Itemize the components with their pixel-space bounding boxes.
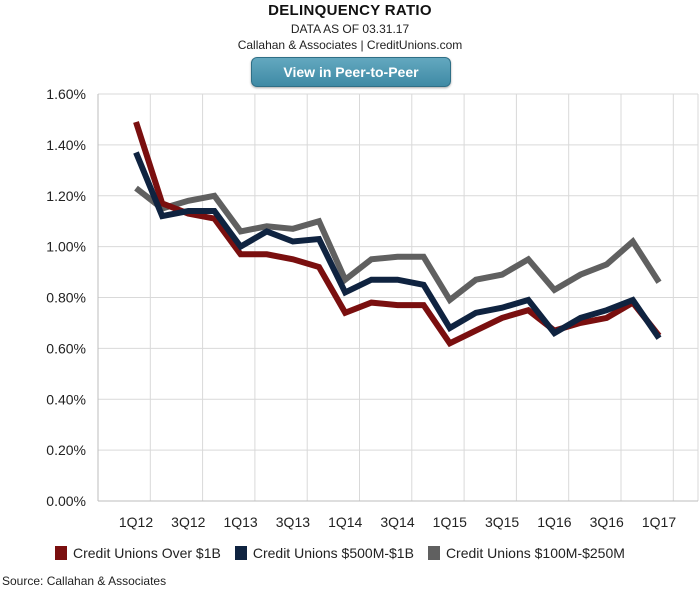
series-lines [133,121,662,348]
legend-label: Credit Unions $100M-$250M [445,545,625,561]
source-note: Source: Callahan & Associates [2,574,167,588]
legend-swatch [427,546,440,560]
view-in-peer-to-peer-button[interactable]: View in Peer-to-Peer [251,57,451,87]
x-tick-label: 3Q13 [276,514,310,530]
x-tick-label: 1Q12 [119,514,153,530]
y-tick-label: 1.00% [46,239,86,255]
series-line-0 [133,121,662,348]
x-tick-label: 1Q13 [223,514,257,530]
grid [97,93,699,502]
y-tick-label: 0.00% [46,493,86,509]
chart-subtitle: DATA AS OF 03.31.17 [290,22,410,36]
legend-label: Credit Unions Over $1B [73,545,221,561]
chart-byline: Callahan & Associates | CreditUnions.com [237,38,463,52]
y-tick-label: 0.20% [46,442,86,458]
y-tick-label: 0.40% [46,391,86,407]
y-tick-label: 1.60% [46,86,86,102]
legend-swatch [234,546,247,560]
chart-title: DELINQUENCY RATIO [268,2,432,19]
legend-item-over-1b: Credit Unions Over $1B [55,545,221,561]
x-tick-label: 3Q14 [380,514,414,530]
legend-swatch [55,546,67,560]
legend-item-100m-250m: Credit Unions $100M-$250M [427,545,625,561]
axes [97,94,698,502]
y-tick-label: 0.60% [46,340,86,356]
legend: Credit Unions Over $1B Credit Unions $50… [55,545,625,561]
legend-item-500m-1b: Credit Unions $500M-$1B [234,545,414,561]
x-tick-label: 1Q14 [328,514,362,530]
x-tick-label: 3Q15 [485,514,519,530]
x-tick-label: 3Q12 [171,514,205,530]
tick-labels: 0.00% 0.20% 0.40% 0.60% 0.80% 1.00% 1.20% 1.40%… [46,86,676,530]
y-tick-label: 1.40% [46,137,86,153]
y-tick-label: 1.20% [46,188,86,204]
y-tick-label: 0.80% [46,290,86,306]
series-line-1 [133,151,662,340]
x-tick-label: 1Q17 [642,514,676,530]
x-tick-label: 1Q15 [433,514,467,530]
x-tick-label: 3Q16 [590,514,624,530]
series-line-2 [134,185,662,305]
legend-label: Credit Unions $500M-$1B [252,545,414,561]
x-tick-label: 1Q16 [537,514,571,530]
